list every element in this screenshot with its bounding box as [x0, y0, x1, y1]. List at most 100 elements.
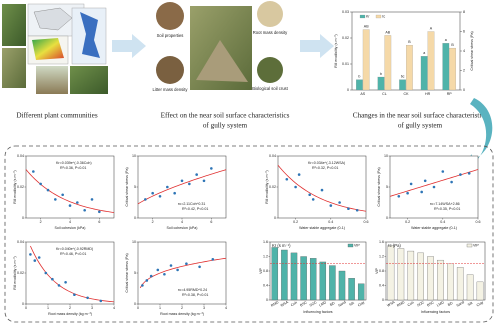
y-tick-label: 0 [386, 216, 388, 220]
point [64, 281, 67, 284]
x-tick-label: 0.2 [405, 220, 410, 224]
point [195, 173, 198, 176]
point [420, 190, 423, 194]
legend-swatch [359, 14, 366, 19]
point [423, 179, 427, 183]
x-tick-label: Clay [357, 300, 365, 307]
point [180, 179, 184, 183]
point [347, 207, 350, 210]
bar [449, 47, 456, 91]
y-tick-label: 0.02 [17, 185, 24, 189]
x-tick-label: 6 [98, 220, 100, 224]
bar-letter: bc [401, 75, 405, 79]
photo-label: Litter mass density [153, 87, 189, 92]
x-tick-label: WSA [386, 300, 396, 308]
point [285, 177, 289, 181]
vip-bar [357, 283, 365, 301]
point [98, 210, 101, 214]
legend-swatch [347, 243, 354, 248]
results-box [4, 145, 494, 323]
y-tick-label: 0 [274, 216, 276, 220]
legend-label: τc [382, 15, 385, 19]
x-tick-label: 0.4 [440, 220, 445, 224]
y-tick-label: 0 [134, 302, 136, 306]
x-tick-label: 0.6 [364, 220, 369, 224]
y2-tick-label: 0 [463, 88, 465, 92]
legend-label: Kr [366, 15, 370, 19]
x-axis-label: Soil cohesion (kPa) [55, 226, 86, 230]
point [54, 198, 57, 201]
bar [362, 29, 370, 91]
stats: R²=0.38, P<0.01 [182, 293, 208, 297]
y-tick-label: 0.04 [17, 240, 24, 244]
y2-tick-label: 6 [463, 29, 465, 33]
x-tick-label: LMD [436, 300, 445, 307]
vip-bar [271, 247, 279, 301]
y-tick-label: 0.02 [269, 185, 276, 189]
x-axis-label: Root mass density (kg m⁻³) [48, 312, 92, 316]
vip-bar [348, 278, 355, 301]
vip-bar [466, 274, 474, 301]
y-tick-label: 0.04 [269, 154, 276, 158]
point [32, 170, 35, 173]
x-tick-label: 4 [225, 306, 227, 310]
vip-bar [456, 267, 464, 301]
bar-letter: AB [364, 25, 369, 29]
point [51, 277, 54, 281]
bar-letter: a [445, 38, 447, 42]
x-axis-label: Root mass density (kg m⁻³) [160, 312, 204, 316]
fit-curve [277, 164, 367, 212]
fit-curve [139, 257, 227, 289]
x-tick-label: Coh [407, 301, 415, 308]
point [338, 201, 341, 204]
point [37, 256, 41, 259]
bar [420, 56, 428, 91]
point [211, 258, 215, 261]
point [459, 173, 462, 176]
point [188, 182, 191, 186]
point [169, 264, 173, 267]
caption: of gully system [203, 122, 248, 130]
y-tick-label: 1.6 [263, 240, 268, 244]
plot-frame [25, 241, 115, 305]
bar [377, 76, 385, 91]
bar [427, 31, 435, 91]
x-axis-label: Water stable aggregate (0-1) [299, 226, 345, 230]
point [144, 198, 147, 201]
stats: R²=0.32, P<0.01 [312, 166, 338, 170]
x-tick-label: 0 [137, 306, 139, 310]
x-tick-label: RP [447, 92, 453, 96]
fit-curve [137, 169, 227, 205]
bar-letter: b [358, 75, 360, 79]
caption: Effect on the near soil surface characte… [161, 112, 290, 120]
y-tick-label: 0 [347, 88, 349, 92]
stats: R²=0.42, P<0.01 [182, 207, 208, 211]
bar-letter: b [380, 72, 382, 76]
x-tick-label: 2 [69, 306, 71, 310]
bar [399, 79, 406, 91]
y-axis-label: Rill erodibility (s m⁻¹) [265, 170, 269, 203]
bar-letter: B [451, 43, 454, 47]
vip-bar [417, 252, 424, 301]
bar-letter: A [430, 26, 433, 30]
x-tick-label: 4 [181, 220, 183, 224]
y-axis-label: Critical shear stress (Pa) [377, 167, 381, 206]
legend-label: VIP [354, 244, 360, 248]
curved-arrow [462, 98, 493, 170]
point [198, 265, 201, 269]
plot-frame [137, 155, 227, 219]
y2-tick-label: 8 [463, 10, 465, 14]
y2-tick-label: 2 [463, 68, 465, 72]
x-tick-label: 6 [210, 220, 212, 224]
x-tick-label: 0.6 [476, 220, 481, 224]
point [176, 268, 179, 272]
x-tick-label: Silt [467, 301, 473, 307]
point [73, 293, 76, 297]
point [86, 296, 89, 300]
equation: τc=2.11Coh^0.31 [178, 202, 205, 206]
y-axis-label: VIP [259, 268, 263, 274]
equation: Kr=0.039e^(-0.36Coh) [56, 161, 92, 165]
vip-bar [300, 256, 307, 301]
y2-axis-label: Critical shear stress (Pa) [470, 31, 474, 70]
